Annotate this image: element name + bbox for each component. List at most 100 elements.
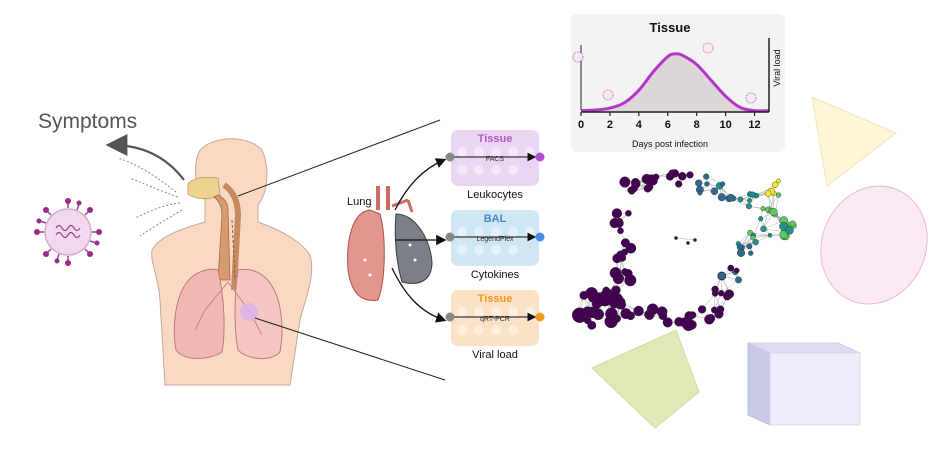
lung-icon: Lung xyxy=(347,160,444,320)
network-node xyxy=(747,244,753,250)
network-node xyxy=(582,307,593,318)
network-node xyxy=(711,188,718,195)
network-node xyxy=(693,238,696,241)
network-edge xyxy=(676,238,695,240)
network-node xyxy=(634,306,644,316)
network-node xyxy=(758,216,763,221)
network-node xyxy=(675,317,684,326)
network-node xyxy=(737,244,743,250)
network-node xyxy=(770,208,778,216)
network-node xyxy=(735,277,741,283)
assay-texture xyxy=(491,245,501,255)
network-node xyxy=(737,249,745,257)
network-node xyxy=(776,193,781,198)
network-node xyxy=(738,197,743,202)
network-node xyxy=(646,183,654,191)
network-node xyxy=(671,169,679,177)
network-node xyxy=(586,287,598,299)
network-node xyxy=(625,210,631,216)
assay-start-dot xyxy=(446,153,455,162)
assay-texture xyxy=(491,325,501,335)
network-node xyxy=(723,292,731,300)
network-node xyxy=(605,308,617,320)
symptom-arrows xyxy=(112,145,184,236)
network-node xyxy=(610,267,621,278)
network-node xyxy=(621,308,632,319)
network-node xyxy=(768,233,772,237)
network-node xyxy=(765,190,771,196)
network-node xyxy=(707,314,715,322)
assay-end-dot xyxy=(536,153,545,162)
network-node xyxy=(734,268,739,273)
assay-texture xyxy=(474,245,484,255)
assay-texture xyxy=(508,325,518,335)
network-node xyxy=(610,218,620,228)
assay-texture xyxy=(474,325,484,335)
network-node xyxy=(748,251,753,256)
assay-texture xyxy=(457,227,467,237)
network-node xyxy=(718,272,725,279)
assay-end-dot xyxy=(536,233,545,242)
assay-texture xyxy=(508,147,518,157)
virus-icon xyxy=(34,198,102,266)
assay-sample-label: Tissue xyxy=(478,133,513,145)
assay-readout-label: Leukocytes xyxy=(467,189,523,201)
assay-sample-label: BAL xyxy=(484,213,507,225)
assay-readout-label: Viral load xyxy=(472,349,518,361)
assay-texture xyxy=(457,165,467,175)
network-node xyxy=(727,194,734,201)
network-node xyxy=(657,307,667,317)
assay-texture xyxy=(525,307,535,317)
network-node xyxy=(646,310,653,317)
x-tick-label: 4 xyxy=(636,119,643,131)
assay-start-dot xyxy=(446,313,455,322)
triangle-shape xyxy=(812,97,896,186)
x-tick-label: 0 xyxy=(578,119,584,131)
x-tick-label: 8 xyxy=(694,119,700,131)
x-tick-label: 12 xyxy=(748,119,760,131)
network-node xyxy=(746,203,752,209)
network-node xyxy=(772,182,778,188)
assay-start-dot xyxy=(446,233,455,242)
network-node xyxy=(631,180,640,189)
network-edge xyxy=(753,219,760,236)
assay-end-dot xyxy=(536,313,545,322)
assay-texture xyxy=(457,307,467,317)
assay-texture xyxy=(508,245,518,255)
network-node xyxy=(698,306,706,314)
network-node xyxy=(683,319,695,331)
ellipse-shape xyxy=(803,170,943,320)
chart-title: Tissue xyxy=(650,20,691,35)
lung-label: Lung xyxy=(347,196,371,208)
network-node xyxy=(689,312,696,319)
network-icon xyxy=(572,169,796,331)
x-tick-label: 10 xyxy=(719,119,731,131)
assay-texture xyxy=(525,147,535,157)
network-node xyxy=(695,180,702,187)
network-node xyxy=(617,228,623,234)
assay-texture xyxy=(491,165,501,175)
assay-texture xyxy=(508,165,518,175)
network-node xyxy=(718,193,726,201)
network-node xyxy=(612,286,621,295)
network-node xyxy=(705,182,710,187)
network-node xyxy=(620,177,631,188)
network-node xyxy=(649,175,655,181)
network-edge xyxy=(750,233,751,254)
network-node xyxy=(761,206,766,211)
assay-texture xyxy=(525,227,535,237)
network-node xyxy=(750,192,756,198)
network-node xyxy=(703,174,709,180)
network-node xyxy=(678,172,686,180)
network-node xyxy=(686,241,689,244)
network-node xyxy=(687,172,694,179)
network-node xyxy=(624,269,633,278)
network-node xyxy=(698,191,702,195)
assay-texture xyxy=(474,147,484,157)
